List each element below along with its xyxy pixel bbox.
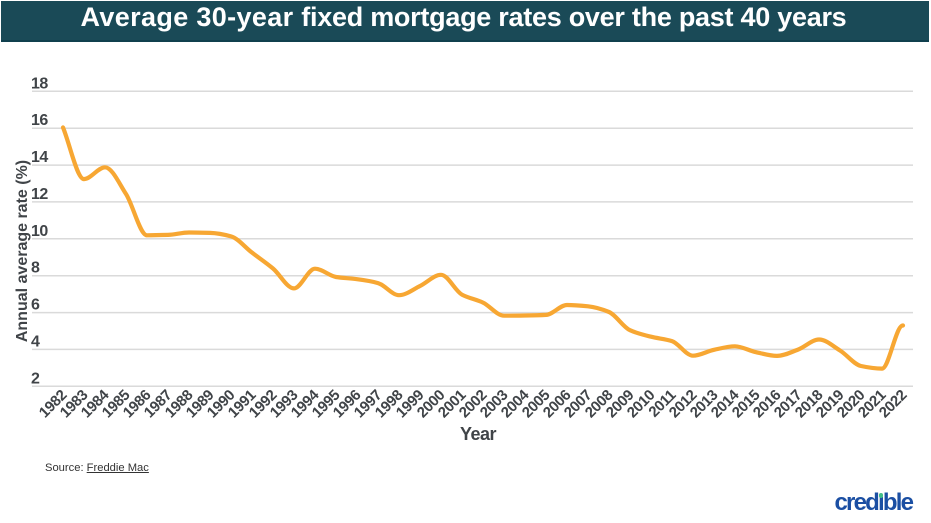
svg-text:12: 12 xyxy=(31,186,48,203)
svg-text:Annual average rate (%): Annual average rate (%) xyxy=(14,160,31,342)
svg-text:14: 14 xyxy=(31,149,48,166)
svg-text:8: 8 xyxy=(31,260,40,277)
svg-text:18: 18 xyxy=(31,75,48,92)
svg-text:2: 2 xyxy=(31,370,40,387)
svg-text:16: 16 xyxy=(31,112,48,129)
svg-text:6: 6 xyxy=(31,297,40,314)
svg-text:10: 10 xyxy=(31,223,48,240)
svg-text:4: 4 xyxy=(31,333,40,350)
svg-text:Year: Year xyxy=(460,424,497,444)
